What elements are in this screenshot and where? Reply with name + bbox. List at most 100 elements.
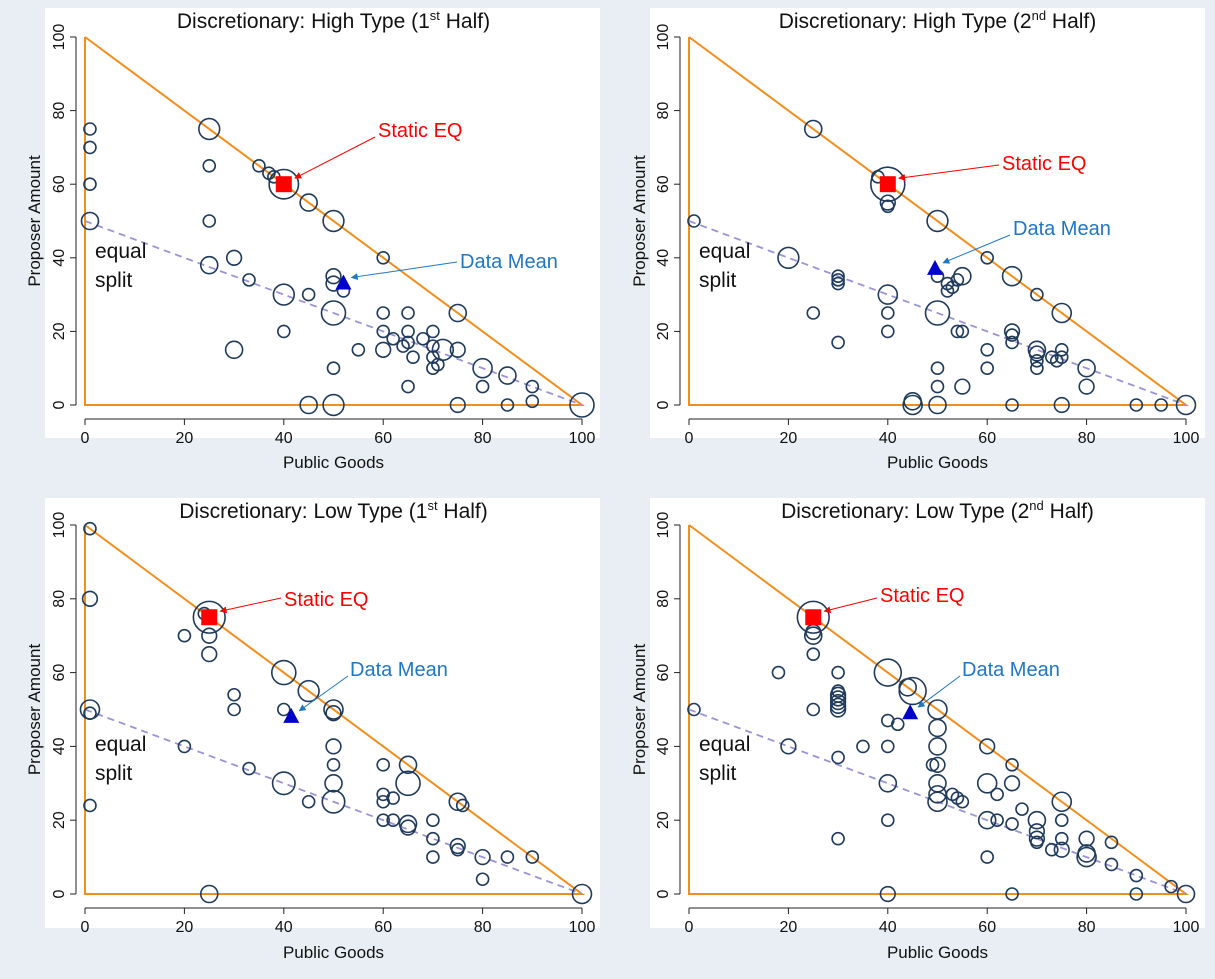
data-bubble — [1053, 396, 1070, 414]
data-bubble — [929, 756, 946, 773]
data-bubble — [398, 755, 418, 775]
chart-panel-low-1: Discretionary: Low Type (1st Half) 0 20 40 6… — [25, 498, 600, 962]
data-bubble — [202, 159, 217, 173]
plot-area — [650, 498, 1205, 928]
data-bubble — [242, 273, 256, 287]
data-bubble — [301, 287, 316, 302]
data-mean-marker — [335, 274, 352, 290]
data-bubble — [401, 379, 415, 394]
data-bubble — [525, 379, 540, 394]
static-eq-label: Static EQ — [378, 120, 462, 142]
data-bubble — [449, 341, 466, 358]
y-tick-label: 0 — [655, 889, 672, 898]
chart-title-end: Half) — [438, 500, 488, 523]
data-bubble — [1003, 775, 1021, 792]
static-eq-marker — [879, 176, 896, 193]
data-bubble — [831, 273, 845, 287]
equal-split-label-2: split — [95, 762, 133, 785]
data-bubble — [498, 366, 517, 385]
data-bubble — [1129, 398, 1144, 412]
data-bubble — [227, 702, 241, 717]
data-bubble — [323, 699, 344, 720]
data-bubble — [525, 394, 540, 409]
y-tick-label: 60 — [655, 175, 672, 193]
data-bubble — [225, 249, 243, 266]
chart-title: Discretionary: Low Type (1st Half) — [179, 498, 488, 523]
x-tick-label: 0 — [81, 430, 90, 447]
chart-panel-high-2: Discretionary: High Type (2nd Half) 0 20 40… — [630, 8, 1205, 472]
static-eq-label: Static EQ — [880, 585, 964, 607]
data-bubble — [500, 850, 515, 864]
data-bubble — [83, 140, 97, 155]
data-bubble — [829, 701, 847, 718]
data-bubble — [401, 306, 415, 320]
y-tick-label: 60 — [655, 664, 672, 682]
data-bubble — [448, 792, 468, 812]
y-axis-label: Proposer Amount — [25, 155, 44, 287]
data-bubble — [268, 168, 300, 200]
data-bubble — [880, 739, 895, 754]
data-bubble — [571, 883, 593, 905]
data-bubble — [977, 810, 997, 830]
y-tick-label: 0 — [51, 889, 68, 898]
data-bubble — [395, 770, 421, 797]
equal-split-label-1: equal — [95, 733, 146, 756]
data-bubble — [990, 787, 1004, 802]
data-bubble — [201, 646, 218, 663]
data-bubble — [1001, 265, 1023, 287]
x-tick-label: 0 — [685, 430, 694, 447]
data-bubble — [426, 324, 440, 339]
data-bubble — [301, 794, 316, 809]
data-bubble — [1054, 342, 1069, 357]
data-bubble — [1077, 358, 1096, 378]
data-bubble — [224, 340, 244, 360]
data-bubble — [449, 837, 466, 855]
data-bubble — [950, 324, 965, 339]
y-tick-label: 20 — [51, 811, 68, 829]
data-bubble — [177, 739, 192, 754]
data-bubble — [976, 773, 998, 794]
data-mean-label: Data Mean — [350, 659, 448, 681]
data-bubble — [376, 324, 391, 339]
data-bubble — [926, 209, 949, 233]
data-bubble — [426, 831, 440, 846]
data-bubble — [320, 300, 347, 326]
data-bubble — [227, 687, 241, 702]
data-bubble — [806, 702, 821, 717]
x-axis-label: Public Goods — [283, 453, 384, 472]
data-bubble — [954, 378, 971, 395]
data-mean-arrow — [917, 675, 961, 708]
data-bubble — [880, 324, 895, 339]
data-bubble — [1078, 378, 1095, 395]
static-eq-arrow — [898, 164, 1000, 181]
x-tick-label: 40 — [275, 919, 293, 936]
data-bubble — [806, 306, 821, 320]
data-bubble — [272, 283, 295, 306]
data-bubble — [1076, 846, 1097, 868]
x-tick-label: 0 — [81, 919, 90, 936]
data-bubble — [856, 739, 870, 754]
data-bubble — [426, 813, 440, 828]
data-bubble — [500, 398, 515, 412]
data-bubble — [177, 628, 192, 643]
chart-title: Discretionary: Low Type (2nd Half) — [781, 498, 1094, 523]
data-bubble — [1030, 354, 1044, 368]
data-bubble — [1005, 887, 1019, 901]
data-bubble — [449, 396, 466, 414]
data-bubble — [1176, 884, 1196, 904]
chart-title-end: Half) — [1044, 500, 1094, 523]
data-bubble — [474, 848, 491, 866]
static-eq-label: Static EQ — [1002, 153, 1086, 175]
data-bubble — [276, 324, 291, 339]
data-bubble — [979, 738, 996, 755]
x-tick-label: 100 — [569, 430, 596, 447]
data-bubble — [1054, 813, 1069, 828]
data-bubble — [325, 705, 342, 722]
data-bubble — [1005, 817, 1019, 831]
x-tick-label: 100 — [1173, 430, 1200, 447]
chart-title-main: Discretionary: High Type (1 — [177, 10, 430, 33]
data-bubble — [831, 750, 845, 765]
y-tick-label: 80 — [655, 590, 672, 608]
x-tick-label: 80 — [1078, 919, 1096, 936]
